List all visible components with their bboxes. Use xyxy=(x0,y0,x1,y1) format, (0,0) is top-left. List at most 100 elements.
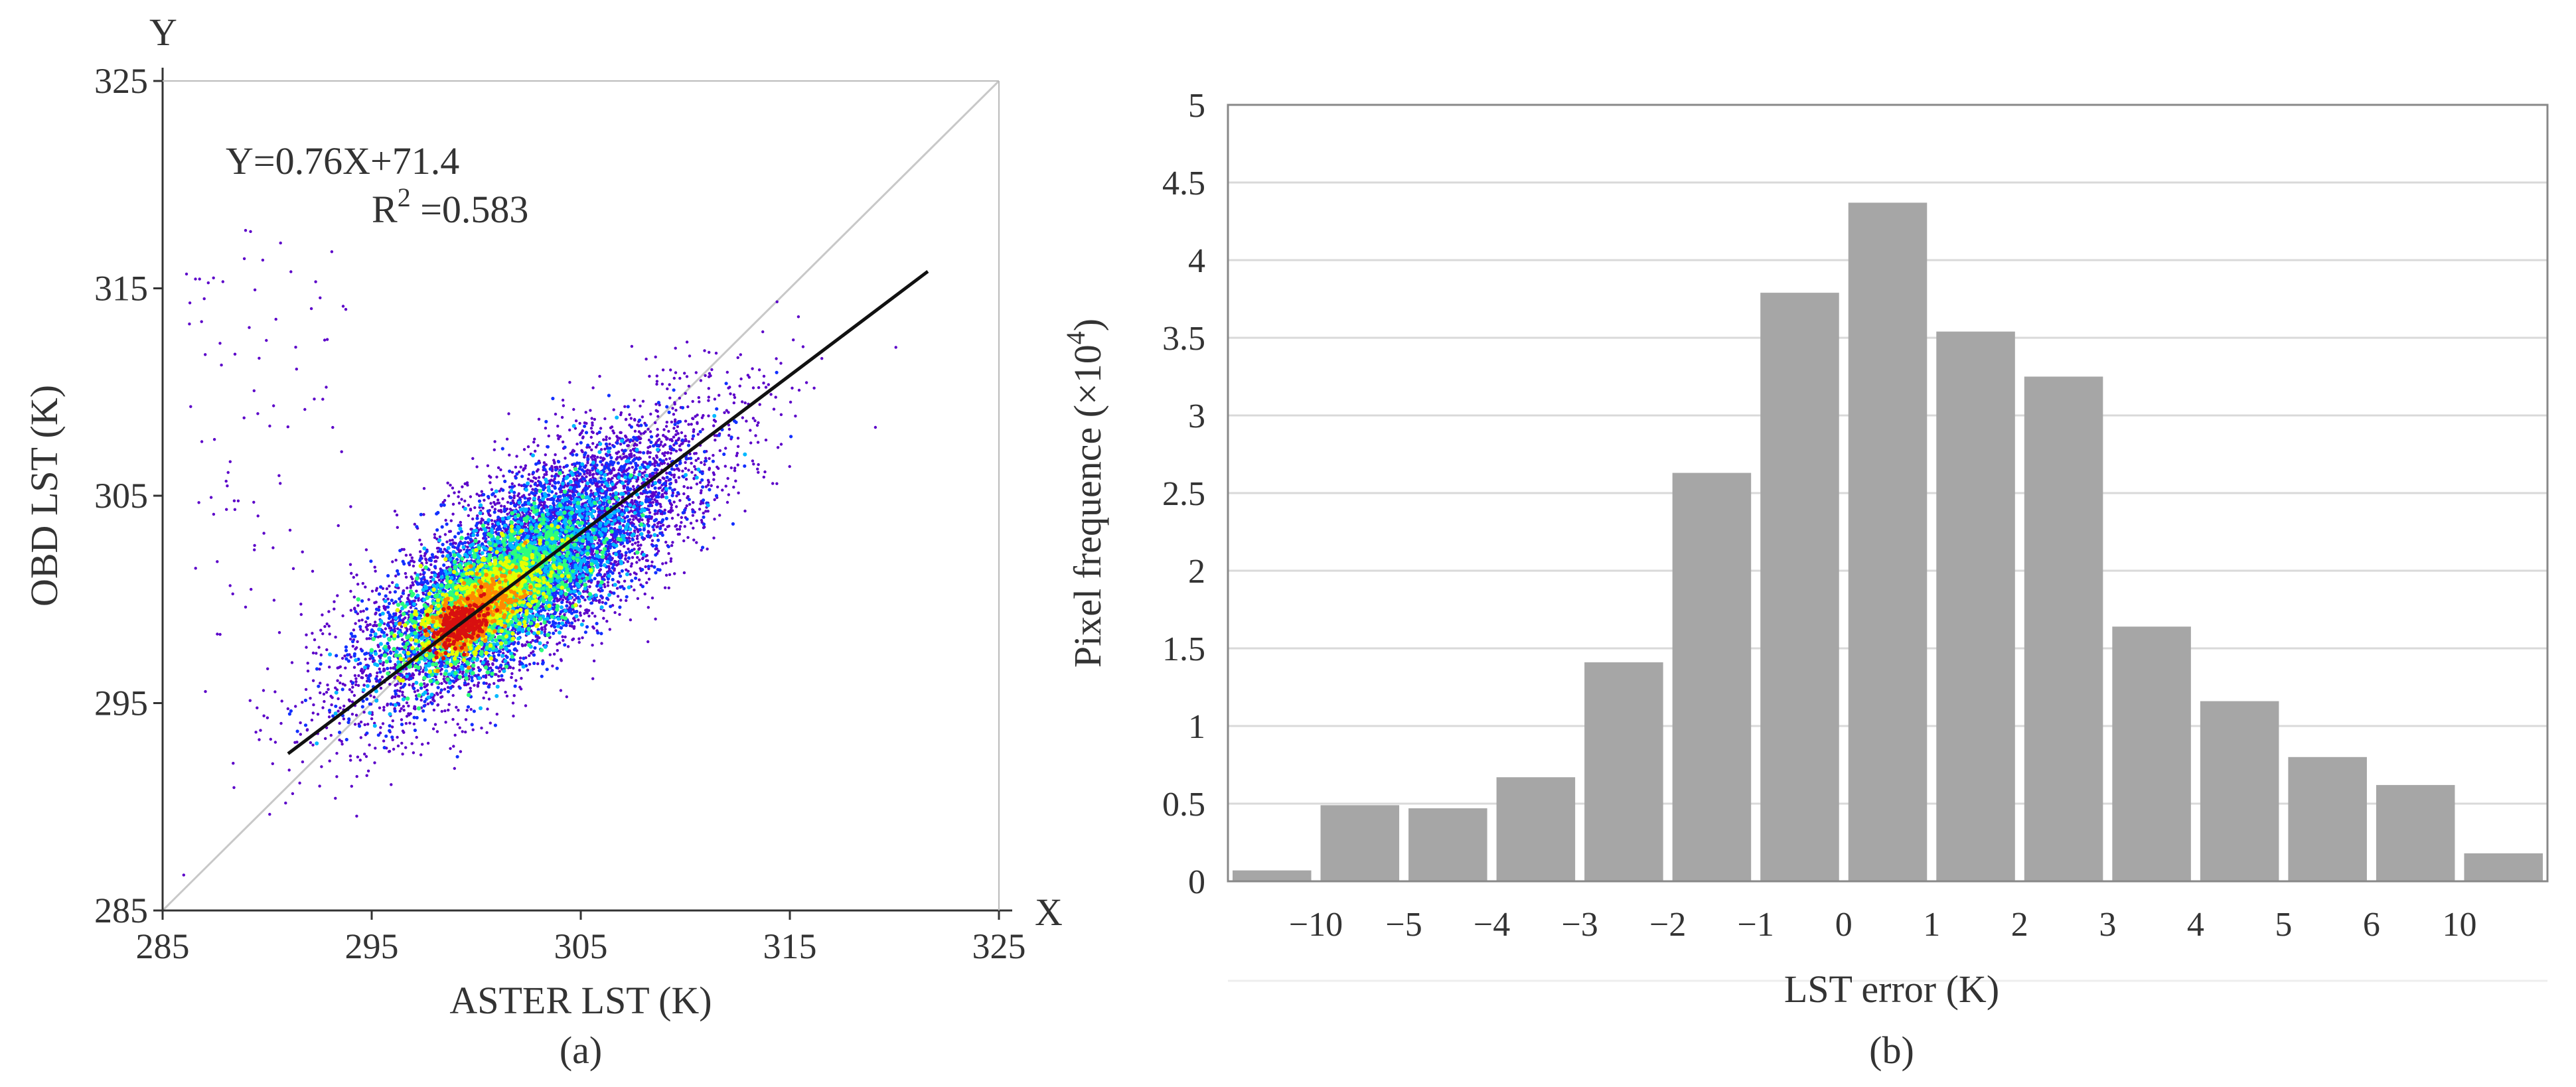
density-point xyxy=(526,640,529,644)
density-point xyxy=(309,697,312,700)
density-point xyxy=(461,485,464,488)
density-point xyxy=(387,750,391,753)
density-point xyxy=(507,412,510,415)
density-point xyxy=(496,466,500,469)
density-point xyxy=(518,686,522,689)
density-point xyxy=(287,768,291,772)
density-point xyxy=(359,736,362,739)
density-point xyxy=(670,506,673,510)
density-point xyxy=(556,599,559,603)
density-point xyxy=(558,641,562,644)
density-point xyxy=(646,606,650,609)
density-point xyxy=(360,676,363,680)
density-point xyxy=(330,703,333,707)
density-point xyxy=(447,494,451,498)
density-point xyxy=(341,743,344,746)
density-point xyxy=(641,472,644,475)
density-point xyxy=(674,371,678,374)
density-point xyxy=(663,451,667,455)
density-point xyxy=(664,540,668,544)
density-point xyxy=(562,638,565,642)
density-point xyxy=(648,455,651,459)
density-point xyxy=(536,444,540,447)
density-point xyxy=(560,415,564,419)
density-point xyxy=(873,425,877,429)
density-point xyxy=(605,620,609,623)
density-point xyxy=(684,435,687,438)
density-point xyxy=(512,714,515,718)
density-point xyxy=(529,484,532,488)
density-point xyxy=(349,609,352,612)
density-point xyxy=(518,668,521,672)
density-point xyxy=(500,504,503,508)
density-point xyxy=(615,452,619,455)
density-point xyxy=(690,423,693,426)
density-point xyxy=(381,722,385,725)
density-point xyxy=(762,374,766,378)
density-point xyxy=(443,709,447,713)
density-point xyxy=(417,599,420,602)
density-point xyxy=(510,676,513,680)
density-point xyxy=(673,572,676,575)
density-point xyxy=(732,393,736,397)
density-point xyxy=(603,585,607,589)
density-point xyxy=(674,478,678,482)
density-point xyxy=(708,457,711,461)
density-point xyxy=(686,536,690,540)
density-point xyxy=(561,440,565,444)
density-point xyxy=(518,656,522,660)
density-point xyxy=(591,431,595,435)
density-point xyxy=(377,605,381,609)
density-point xyxy=(573,599,576,602)
density-point xyxy=(735,451,739,455)
density-point xyxy=(512,501,516,505)
density-point xyxy=(704,374,707,378)
density-point xyxy=(578,433,581,437)
density-point xyxy=(339,665,342,668)
density-point xyxy=(718,449,722,453)
density-point xyxy=(492,682,496,686)
density-point xyxy=(443,498,447,502)
density-point xyxy=(364,548,368,551)
density-point xyxy=(325,648,329,652)
density-point xyxy=(410,742,414,745)
density-point xyxy=(557,437,560,441)
density-point xyxy=(577,618,580,622)
density-point xyxy=(699,502,702,506)
density-point xyxy=(334,635,337,639)
density-point xyxy=(348,755,352,758)
density-point xyxy=(676,513,680,516)
density-point xyxy=(443,688,447,691)
density-point xyxy=(559,658,563,661)
density-point xyxy=(660,440,663,444)
density-point xyxy=(254,731,258,734)
density-point xyxy=(405,701,409,705)
density-point xyxy=(619,431,622,434)
density-point xyxy=(637,578,641,581)
density-point xyxy=(537,417,541,421)
density-point xyxy=(767,383,771,386)
density-point xyxy=(588,469,591,472)
density-point xyxy=(391,560,394,563)
density-point xyxy=(477,681,481,685)
density-point xyxy=(411,581,414,585)
density-point xyxy=(743,401,747,405)
density-point xyxy=(689,486,693,490)
density-point xyxy=(698,508,702,511)
density-point xyxy=(654,617,657,620)
density-point xyxy=(605,435,608,439)
density-point xyxy=(419,698,423,702)
density-point xyxy=(280,699,283,703)
density-point xyxy=(708,468,711,471)
density-point xyxy=(580,449,583,452)
density-point xyxy=(791,386,794,390)
density-point xyxy=(666,387,669,391)
density-point xyxy=(350,690,354,693)
density-point xyxy=(552,652,556,656)
density-point xyxy=(608,443,611,446)
density-point xyxy=(401,693,404,697)
density-point xyxy=(686,486,690,490)
density-point xyxy=(464,718,468,721)
density-point xyxy=(443,533,447,536)
